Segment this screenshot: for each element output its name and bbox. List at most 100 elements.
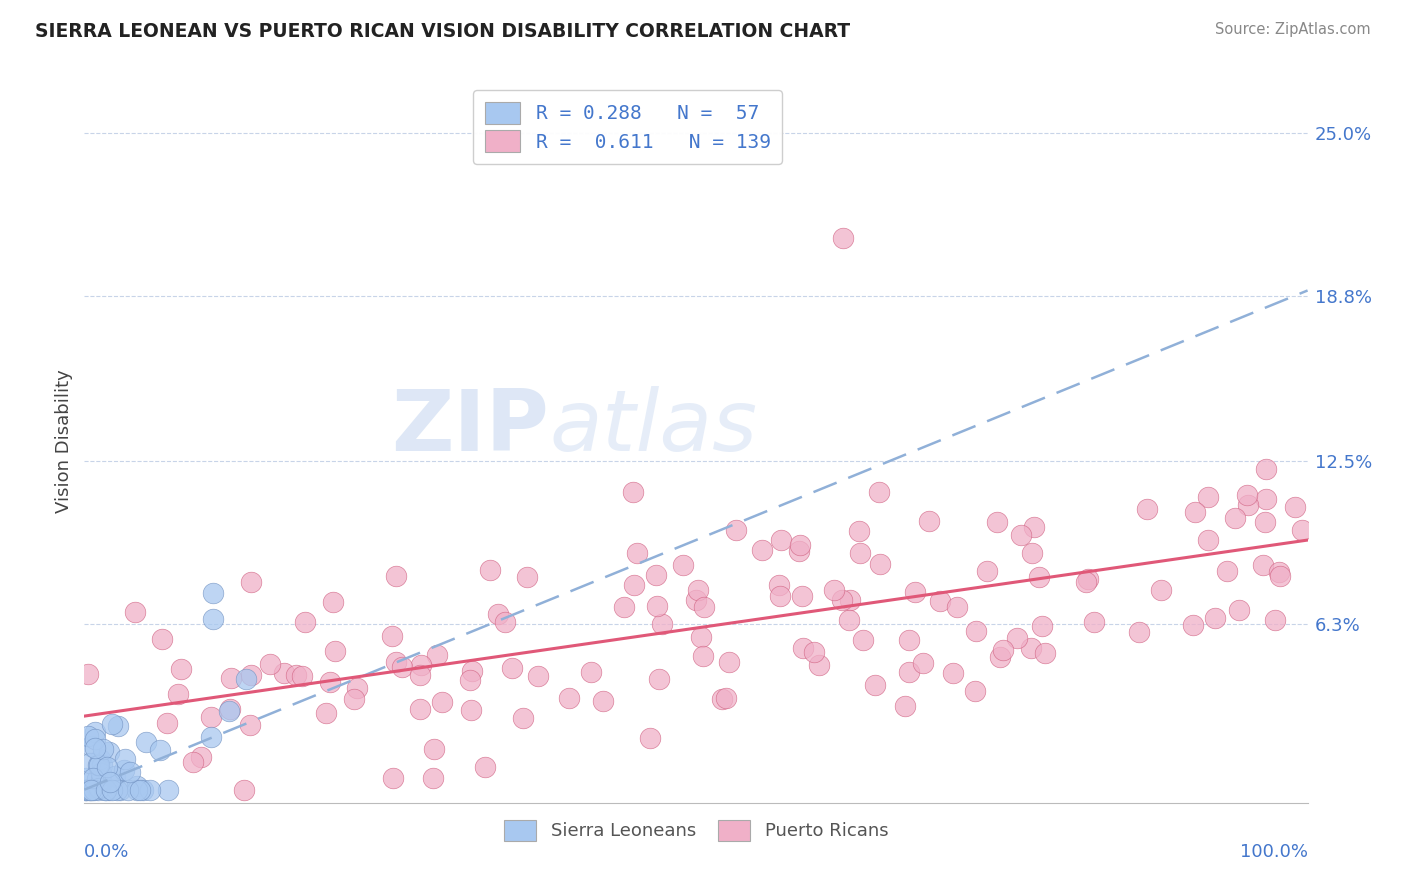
Point xyxy=(83,732,105,747)
Point xyxy=(325,644,347,658)
Point xyxy=(1256,462,1278,476)
Point xyxy=(105,782,128,797)
Point xyxy=(239,575,262,590)
Point xyxy=(75,782,97,797)
Text: ZIP: ZIP xyxy=(391,385,550,468)
Text: Source: ZipAtlas.com: Source: ZipAtlas.com xyxy=(1215,22,1371,37)
Point xyxy=(831,593,853,607)
Point xyxy=(426,648,449,662)
Point xyxy=(897,632,920,647)
Point xyxy=(101,775,124,789)
Point xyxy=(170,662,193,676)
Legend: Sierra Leoneans, Puerto Ricans: Sierra Leoneans, Puerto Ricans xyxy=(496,813,896,848)
Point xyxy=(1005,631,1028,645)
Point xyxy=(423,742,446,756)
Point xyxy=(1022,520,1045,534)
Point xyxy=(645,599,668,614)
Point xyxy=(87,758,110,772)
Point xyxy=(1150,582,1173,597)
Point xyxy=(218,704,240,718)
Point xyxy=(965,624,987,638)
Point xyxy=(911,657,934,671)
Point xyxy=(651,617,673,632)
Point xyxy=(124,605,146,619)
Point xyxy=(291,669,314,683)
Point xyxy=(79,782,101,797)
Point xyxy=(149,743,172,757)
Point xyxy=(90,766,112,780)
Point xyxy=(239,668,262,682)
Point xyxy=(94,782,117,797)
Point xyxy=(1031,619,1053,633)
Point xyxy=(1291,523,1313,537)
Point xyxy=(190,749,212,764)
Point xyxy=(1223,510,1246,524)
Point xyxy=(787,544,810,558)
Point xyxy=(86,782,108,797)
Point xyxy=(385,655,408,669)
Point xyxy=(239,718,262,732)
Point xyxy=(139,782,162,797)
Point xyxy=(104,769,127,783)
Point xyxy=(84,741,107,756)
Point xyxy=(90,772,112,787)
Point xyxy=(79,756,101,770)
Point xyxy=(157,782,180,797)
Point xyxy=(97,745,120,759)
Point xyxy=(716,690,738,705)
Point xyxy=(648,672,671,686)
Point xyxy=(769,590,792,604)
Point xyxy=(558,690,581,705)
Point xyxy=(342,691,364,706)
Point xyxy=(1077,572,1099,586)
Point xyxy=(86,772,108,787)
Point xyxy=(479,563,502,577)
Point xyxy=(319,675,342,690)
Point xyxy=(1033,646,1056,660)
Point xyxy=(411,658,433,673)
Point xyxy=(1204,611,1226,625)
Point xyxy=(863,678,886,692)
Point xyxy=(259,657,281,671)
Point xyxy=(1284,500,1306,514)
Point xyxy=(156,715,179,730)
Point xyxy=(894,698,917,713)
Point xyxy=(486,607,509,621)
Point xyxy=(273,665,295,680)
Point xyxy=(381,629,404,643)
Point xyxy=(128,782,150,797)
Point xyxy=(672,558,695,572)
Point xyxy=(1227,603,1250,617)
Point xyxy=(751,543,773,558)
Point xyxy=(201,585,224,599)
Point xyxy=(75,771,97,785)
Point xyxy=(80,782,103,797)
Point xyxy=(988,650,1011,665)
Text: atlas: atlas xyxy=(550,385,758,468)
Point xyxy=(689,630,711,644)
Point xyxy=(1236,488,1258,502)
Point xyxy=(1128,625,1150,640)
Point xyxy=(718,655,741,669)
Point xyxy=(710,691,733,706)
Point xyxy=(460,664,482,678)
Point xyxy=(621,485,644,500)
Point xyxy=(1256,491,1278,506)
Point xyxy=(623,578,645,592)
Point xyxy=(1019,640,1042,655)
Point xyxy=(108,782,131,797)
Point xyxy=(127,782,149,797)
Point xyxy=(346,681,368,695)
Point xyxy=(89,757,111,772)
Point xyxy=(132,782,155,797)
Point xyxy=(87,781,110,796)
Point xyxy=(75,782,97,797)
Point xyxy=(838,614,860,628)
Point xyxy=(807,657,830,672)
Point xyxy=(422,771,444,785)
Point xyxy=(284,668,307,682)
Point xyxy=(80,782,103,797)
Text: 100.0%: 100.0% xyxy=(1240,843,1308,861)
Point xyxy=(1268,566,1291,580)
Point xyxy=(1021,546,1043,560)
